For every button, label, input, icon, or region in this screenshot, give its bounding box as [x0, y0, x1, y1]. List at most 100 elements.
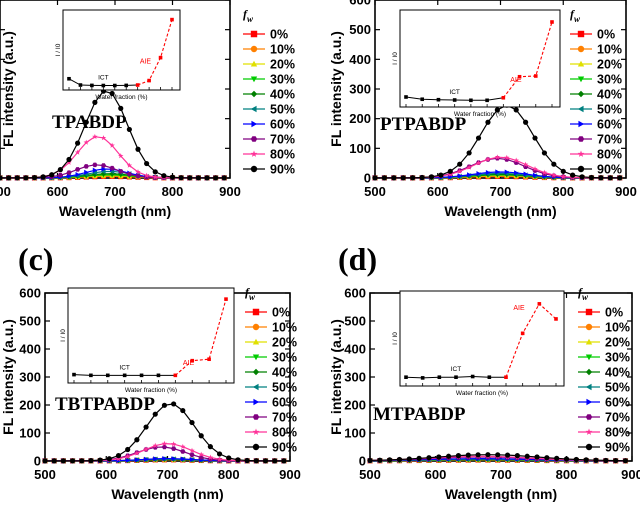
spectrum-point	[134, 450, 140, 456]
spectrum-point	[57, 172, 63, 178]
spectrum-point	[135, 146, 141, 152]
legend-marker	[577, 30, 585, 38]
inset-point	[537, 302, 542, 306]
legend-marker	[252, 338, 260, 345]
spectrum-point	[504, 169, 510, 175]
legend-label: 20%	[597, 58, 622, 72]
legend-label: 10%	[270, 43, 295, 57]
x-tick-label: 500	[0, 184, 11, 199]
compound-label: TPABDP	[52, 112, 127, 133]
legend-label: 80%	[270, 148, 295, 162]
legend-marker	[577, 165, 585, 173]
spectrum-point	[74, 149, 81, 155]
spectrum-point	[153, 456, 158, 462]
spectrum-point	[235, 457, 241, 463]
legend-label: 10%	[272, 321, 297, 335]
inset-frame	[399, 9, 561, 108]
y-tick-label: 100	[349, 141, 371, 156]
y-tick-label: 100	[344, 426, 366, 441]
spectrum-point	[125, 446, 131, 453]
inset-point	[207, 357, 211, 362]
inset-point	[554, 317, 558, 321]
inset-aie-line	[502, 21, 553, 99]
chart-panel: 500 600 700 800 900 0 100 200 300 400 500 600 Wavele…	[328, 0, 637, 219]
inset-point	[112, 83, 117, 88]
y-tick-label: 600	[19, 286, 41, 301]
inset-frame	[67, 287, 235, 384]
legend-label: 40%	[270, 88, 295, 102]
spectrum-point	[75, 140, 81, 146]
x-tick-label: 600	[427, 184, 449, 199]
spectrum-point	[170, 441, 177, 447]
inset-point	[469, 98, 473, 103]
spectrum-point	[75, 167, 81, 172]
legend-label: 80%	[597, 148, 622, 162]
legend-label: 50%	[270, 103, 295, 117]
x-tick-label: 700	[157, 467, 179, 482]
inset-point	[454, 375, 458, 380]
spectrum-point	[514, 170, 519, 176]
legend-label: 30%	[272, 351, 297, 365]
spectrum-point	[598, 175, 604, 181]
spectrum-point	[226, 455, 232, 461]
x-tick-label: 700	[104, 184, 126, 199]
spectrum-point	[573, 456, 579, 463]
legend-marker	[252, 428, 260, 435]
compound-label: TBTPABDP	[55, 394, 155, 415]
legend-marker	[577, 60, 585, 67]
legend-label: 40%	[605, 366, 630, 380]
spectrum-point	[178, 175, 184, 181]
spectrum-point	[143, 456, 149, 462]
y-axis-label: FL intensity (a.u.)	[328, 319, 344, 435]
x-tick-label: 700	[490, 467, 512, 482]
spectrum-point	[475, 135, 482, 141]
y-tick-label: 500	[344, 314, 366, 329]
spectrum-point	[92, 171, 98, 178]
inset-point	[224, 297, 228, 301]
spectrum-point	[126, 162, 133, 168]
inset-ict-label: ICT	[449, 89, 460, 96]
spectrum-point	[391, 175, 397, 181]
inset-point	[101, 83, 106, 88]
y-tick-label: 200	[349, 111, 371, 126]
inset-aie-label: AIE	[513, 305, 525, 312]
spectrum-point	[495, 169, 500, 175]
spectrum-point	[513, 107, 519, 113]
spectrum-point	[92, 133, 98, 140]
spectrum-point	[23, 175, 29, 181]
spectrum-point	[207, 444, 213, 450]
y-tick-label: 500	[19, 314, 41, 329]
spectrum-point	[406, 456, 412, 462]
spectrum-point	[126, 172, 132, 177]
spectrum-point	[485, 119, 491, 125]
legend-label: 50%	[597, 103, 622, 117]
legend-label: 0%	[597, 28, 615, 42]
spectrum-point	[466, 150, 472, 156]
spectrum-point	[152, 174, 158, 180]
spectrum-point	[92, 99, 98, 105]
inset-chart: ICT AIE Water fraction (%) I / I0	[55, 9, 181, 101]
spectrum-point	[162, 456, 168, 462]
inset-frame	[62, 9, 181, 91]
y-tick-label: 400	[19, 342, 41, 357]
spectrum-point	[135, 169, 141, 175]
y-tick-label: 0	[34, 454, 41, 469]
spectrum-point	[476, 171, 482, 177]
inset-point	[485, 98, 489, 103]
spectrum-point	[579, 174, 585, 180]
legend-header-f: f	[243, 7, 248, 21]
legend-marker	[250, 136, 258, 142]
spectrum-point	[494, 107, 500, 113]
spectrum-point	[40, 174, 46, 180]
spectrum-point	[152, 411, 158, 417]
spectrum-point	[51, 458, 57, 464]
spectrum-point	[617, 175, 623, 181]
inset-point	[404, 375, 408, 380]
spectrum-point	[0, 175, 3, 181]
spectrum-point	[115, 455, 122, 462]
spectrum-point	[524, 453, 530, 459]
legend-header-w: w	[247, 14, 254, 24]
legend-label: 70%	[597, 133, 622, 147]
y-tick-label: 400	[344, 342, 366, 357]
inset-ict-label: ICT	[98, 75, 109, 82]
